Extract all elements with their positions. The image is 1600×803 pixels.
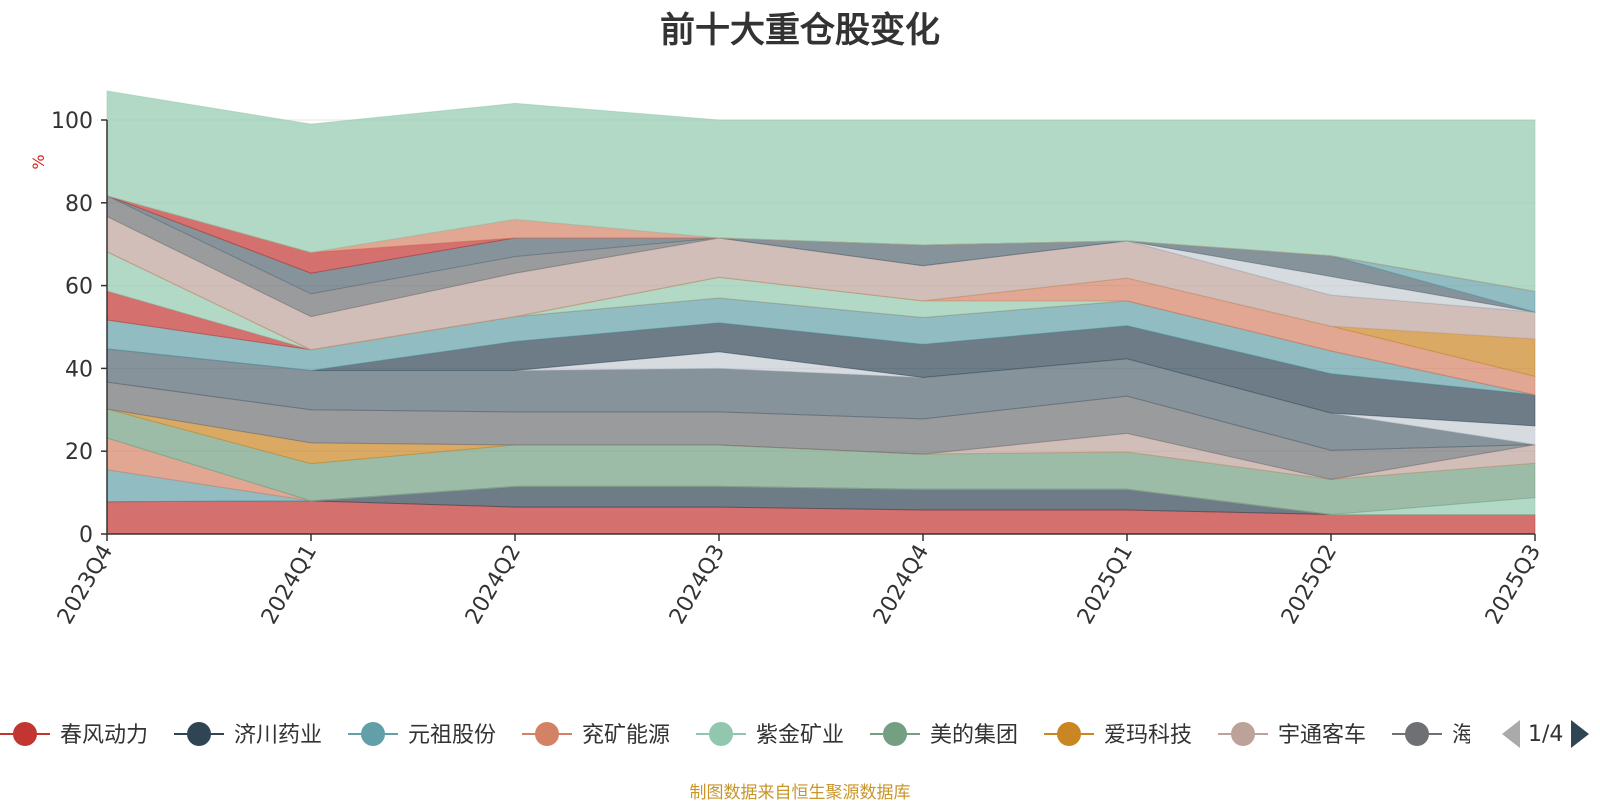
legend-next-icon[interactable]	[1569, 719, 1591, 749]
x-tick-label: 2024Q1	[257, 541, 322, 629]
x-tick-label: 2023Q4	[53, 541, 118, 629]
legend-item[interactable]: 元祖股份	[348, 722, 496, 748]
y-tick-label: 20	[65, 440, 93, 465]
legend-label: 春风动力	[60, 723, 148, 748]
legend-label: 紫金矿业	[756, 723, 844, 748]
legend-marker-icon	[1231, 722, 1255, 746]
x-tick-label: 2024Q4	[869, 541, 934, 629]
y-tick-label: 80	[65, 192, 93, 217]
legend-label: 爱玛科技	[1104, 723, 1192, 748]
legend-item[interactable]: 春风动力	[0, 722, 148, 748]
legend-marker-icon	[13, 722, 37, 746]
x-tick-label: 2024Q3	[665, 541, 730, 629]
area-series-25	[106, 90, 1536, 292]
legend-label: 兖矿能源	[582, 723, 670, 748]
x-tick-label: 2025Q3	[1481, 541, 1546, 629]
y-axis-unit-label: %	[29, 154, 48, 169]
legend: 春风动力 济川药业 元祖股份 兖矿能源 紫金矿业 美的集团 爱玛科技 宇通客车 海	[0, 722, 1474, 748]
legend-item[interactable]: 海	[1392, 722, 1474, 748]
legend-label-partial: 海	[1452, 723, 1474, 748]
y-tick-label: 40	[65, 357, 93, 382]
legend-marker-icon	[361, 722, 385, 746]
legend-label: 济川药业	[234, 723, 322, 748]
legend-label: 美的集团	[930, 723, 1018, 748]
legend-label: 宇通客车	[1278, 723, 1366, 748]
x-tick-label: 2024Q2	[461, 541, 526, 629]
legend-item[interactable]: 紫金矿业	[696, 722, 844, 748]
legend-item[interactable]: 宇通客车	[1218, 722, 1366, 748]
legend-item[interactable]: 美的集团	[870, 722, 1018, 748]
y-tick-label: 100	[51, 109, 93, 134]
legend-item[interactable]: 兖矿能源	[522, 722, 670, 748]
legend-label: 元祖股份	[408, 723, 496, 748]
legend-marker-icon	[187, 722, 211, 746]
legend-item[interactable]: 爱玛科技	[1044, 722, 1192, 748]
y-tick-label: 0	[79, 523, 93, 548]
legend-marker-icon	[1405, 722, 1429, 746]
legend-pager: 1/4	[1500, 716, 1591, 752]
x-tick-label: 2025Q1	[1073, 541, 1138, 629]
chart-title: 前十大重仓股变化	[659, 11, 940, 51]
area-series	[106, 90, 1536, 535]
legend-item[interactable]: 济川药业	[174, 722, 322, 748]
y-tick-label: 60	[65, 275, 93, 300]
legend-marker-icon	[883, 722, 907, 746]
legend-prev-icon[interactable]	[1500, 719, 1522, 749]
data-source-note: 制图数据来自恒生聚源数据库	[689, 783, 911, 803]
legend-marker-icon	[535, 722, 559, 746]
legend-page-indicator: 1/4	[1528, 721, 1564, 747]
legend-marker-icon	[1057, 722, 1081, 746]
x-tick-label: 2025Q2	[1277, 541, 1342, 629]
legend-marker-icon	[709, 722, 733, 746]
